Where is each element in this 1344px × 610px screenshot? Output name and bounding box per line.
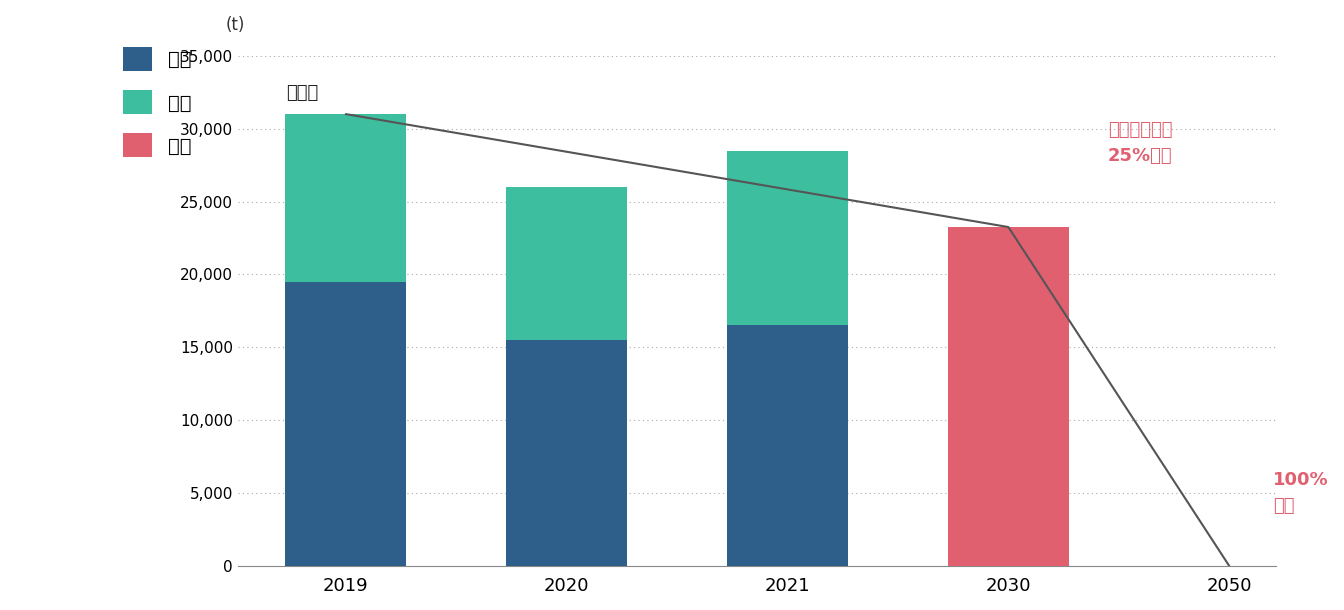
Bar	[505, 187, 628, 340]
Bar	[285, 114, 406, 282]
Text: 基準年: 基準年	[286, 84, 319, 102]
Bar	[505, 340, 628, 566]
Legend: 日本, 海外, 目標: 日本, 海外, 目標	[122, 47, 191, 157]
Text: (t): (t)	[226, 16, 245, 34]
Bar	[285, 282, 406, 566]
Text: 【長期目標】
25%削減: 【長期目標】 25%削減	[1107, 121, 1172, 165]
Bar	[727, 325, 848, 566]
Text: 100%
削減: 100% 削減	[1273, 471, 1329, 515]
Bar	[727, 151, 848, 325]
Bar	[948, 227, 1068, 566]
